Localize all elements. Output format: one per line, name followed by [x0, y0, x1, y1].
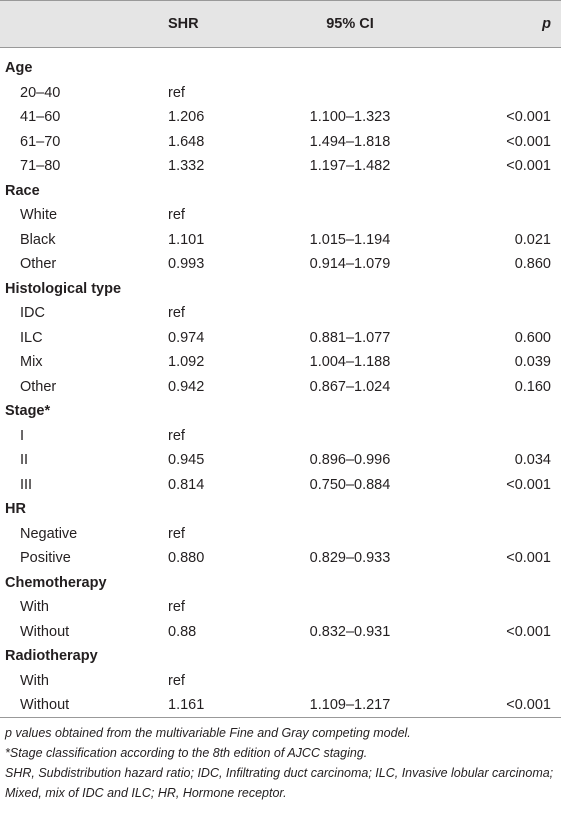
table-bottom-rule [0, 716, 561, 718]
p-cell: 0.034 [514, 452, 551, 468]
shr-cell: 0.945 [168, 452, 205, 468]
shr-cell: 0.974 [168, 329, 205, 346]
row-label: III [20, 476, 33, 493]
group-label: Histological type [5, 280, 122, 297]
shr-cell: ref [168, 525, 185, 542]
row-label: Other [20, 378, 57, 395]
p-cell: <0.001 [506, 550, 551, 566]
p-cell: <0.001 [506, 133, 551, 150]
ci-cell: 0.829–0.933 [309, 550, 391, 566]
shr-cell: 1.206 [168, 109, 205, 125]
column-header: p [542, 16, 551, 32]
shr-cell: 0.88 [168, 623, 197, 640]
header-row [0, 0, 561, 48]
shr-cell: 0.993 [168, 256, 205, 272]
row-label: 61–70 [20, 133, 61, 150]
shr-cell: 0.880 [168, 550, 205, 566]
row-label: Black [20, 231, 56, 248]
row-label: I [20, 427, 25, 444]
shr-cell: ref [168, 207, 185, 223]
shr-cell: 0.814 [168, 476, 205, 493]
p-cell: <0.001 [506, 158, 551, 174]
row-label: 41–60 [20, 109, 61, 125]
row-label: II [20, 452, 29, 468]
shr-cell: 1.332 [168, 158, 205, 174]
shr-cell: ref [168, 672, 185, 689]
footnote: *Stage classification according to the 8… [5, 745, 368, 760]
group-label: Chemotherapy [5, 574, 107, 591]
column-header: SHR [168, 16, 199, 32]
column-header: 95% CI [326, 16, 374, 32]
row-label: IDC [20, 305, 45, 321]
group-label: Stage* [5, 403, 51, 419]
row-label: 20–40 [20, 84, 61, 101]
ci-cell: 0.914–1.079 [309, 256, 391, 272]
ci-cell: 1.015–1.194 [309, 231, 391, 248]
footnote: SHR, Subdistribution hazard ratio; IDC, … [5, 765, 554, 800]
group-label: Radiotherapy [5, 648, 98, 664]
p-cell: 0.160 [514, 378, 551, 395]
row-label: White [20, 207, 58, 223]
row-label: Other [20, 256, 57, 272]
p-cell: <0.001 [506, 476, 551, 493]
ci-cell: 0.750–0.884 [309, 476, 391, 493]
p-cell: 0.021 [514, 231, 551, 248]
row-label: Mix [20, 354, 43, 370]
p-cell: 0.600 [514, 329, 551, 346]
p-cell: <0.001 [506, 697, 551, 713]
ci-cell: 0.896–0.996 [309, 452, 391, 468]
group-label: Age [5, 60, 33, 76]
ci-cell: 1.197–1.482 [309, 158, 391, 174]
row-label: Negative [20, 525, 78, 542]
row-label: Positive [20, 550, 71, 566]
ci-cell: 1.100–1.323 [309, 109, 391, 125]
shr-cell: 1.161 [168, 697, 205, 713]
row-label: With [20, 672, 49, 689]
ci-cell: 0.867–1.024 [309, 378, 391, 395]
row-label: With [20, 599, 49, 615]
shr-cell: ref [168, 305, 185, 321]
p-cell: <0.001 [506, 623, 551, 640]
shr-cell: 1.648 [168, 133, 205, 150]
group-label: HR [5, 501, 26, 517]
ci-cell: 0.832–0.931 [309, 623, 391, 640]
shr-cell: 0.942 [168, 378, 205, 395]
row-label: 71–80 [20, 158, 61, 174]
row-label: Without [20, 697, 70, 713]
p-cell: 0.039 [514, 354, 551, 370]
ci-cell: 0.881–1.077 [309, 329, 391, 346]
p-cell: <0.001 [506, 109, 551, 125]
row-label: ILC [20, 329, 43, 346]
p-cell: 0.860 [514, 256, 551, 272]
shr-cell: ref [168, 599, 185, 615]
shr-cell: 1.092 [168, 354, 205, 370]
footnote: p values obtained from the multivariable… [5, 725, 411, 740]
ci-cell: 1.109–1.217 [309, 697, 391, 713]
shr-cell: 1.101 [168, 231, 205, 248]
shr-cell: ref [168, 84, 185, 101]
shr-cell: ref [168, 427, 185, 444]
row-label: Without [20, 623, 70, 640]
group-label: Race [5, 182, 40, 199]
ci-cell: 1.494–1.818 [309, 133, 391, 150]
ci-cell: 1.004–1.188 [309, 354, 391, 370]
